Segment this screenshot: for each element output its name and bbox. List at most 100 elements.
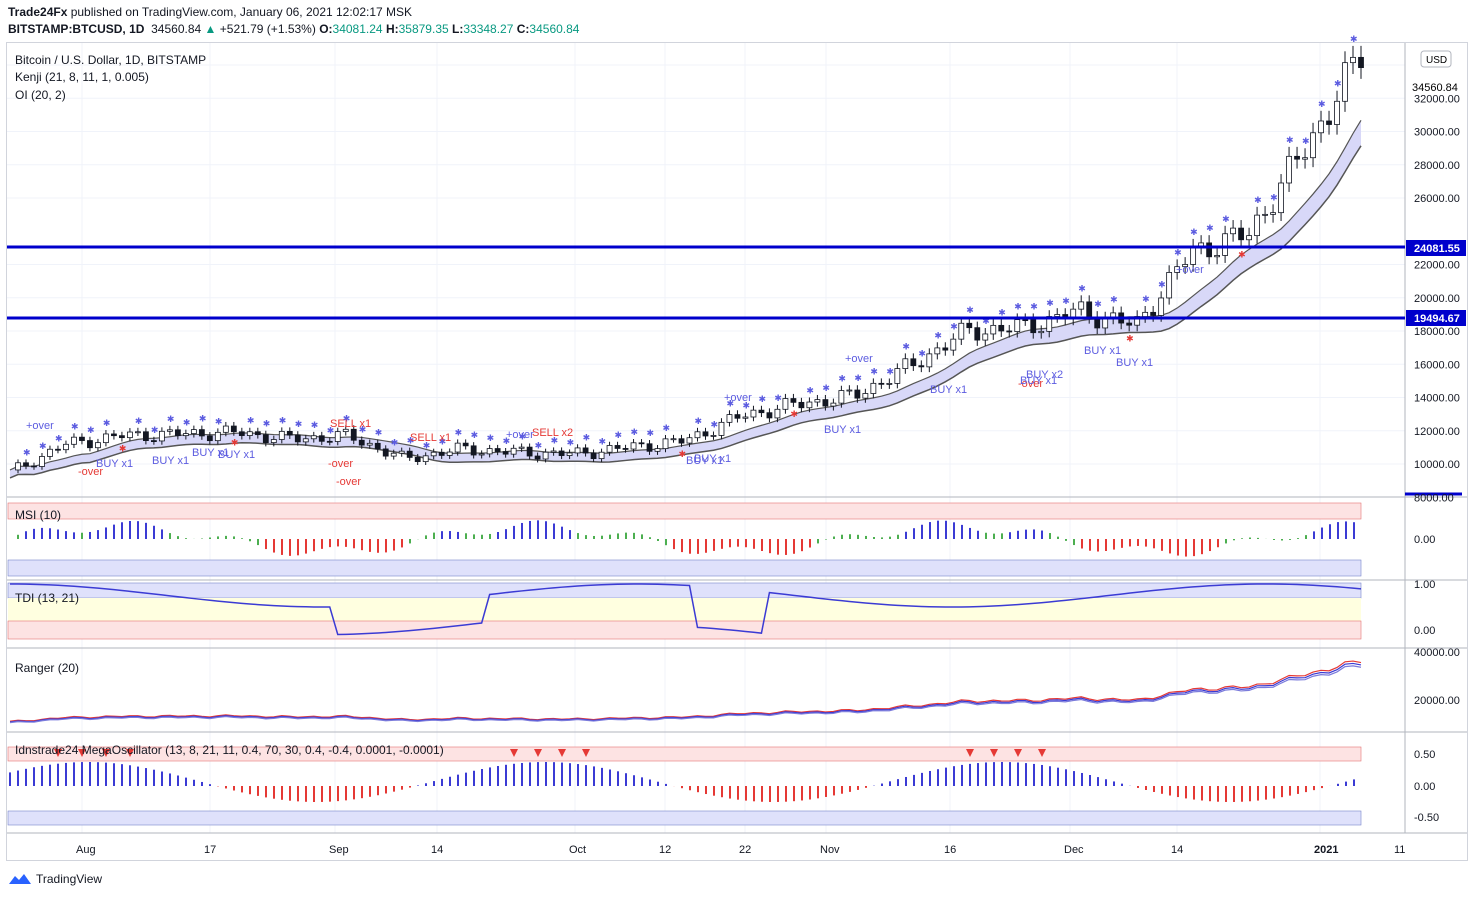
- last-price-badge: [1406, 79, 1462, 95]
- label-buy: BUY x1: [686, 455, 723, 467]
- candle-body: [366, 442, 373, 446]
- candle-body: [350, 428, 357, 441]
- signal-star-icon: ✱: [535, 441, 543, 451]
- candle-body: [766, 412, 773, 419]
- candle-body: [142, 431, 149, 441]
- legend-ranger[interactable]: Ranger (20): [15, 661, 80, 675]
- down-triangle-icon: [966, 749, 974, 757]
- candle-body: [182, 433, 189, 437]
- last-price-axis-label: 34560.84: [1412, 82, 1458, 94]
- candle-body: [135, 431, 141, 434]
- candles: [15, 45, 1364, 474]
- tdi-signal-line: [9, 583, 1362, 636]
- label-minus-over: -over: [1018, 378, 1043, 390]
- signal-star-icon: ✱: [1254, 195, 1262, 205]
- down-triangle-icon: [582, 749, 590, 757]
- ranger-line: [9, 660, 1362, 722]
- candle-body: [214, 431, 221, 442]
- candle-body: [190, 429, 197, 435]
- candle-body: [702, 431, 709, 437]
- kenji-band-fill: [10, 120, 1361, 478]
- candle-body: [342, 428, 349, 433]
- signal-star-icon: ✱: [263, 419, 271, 429]
- signal-star-icon: ✱: [599, 437, 607, 447]
- candle-body: [782, 398, 789, 410]
- candle-body: [790, 398, 797, 403]
- candle-body: [526, 446, 533, 457]
- candle-body: [166, 429, 173, 432]
- candle-body: [1246, 235, 1252, 241]
- candle-body: [462, 442, 469, 447]
- signal-star-icon: ✱: [615, 430, 623, 440]
- candle-body: [119, 435, 125, 439]
- candle-body: [87, 440, 93, 449]
- candle-body: [31, 465, 37, 468]
- price-tick-label: 18000.00: [1414, 326, 1460, 338]
- signal-star-icon: ✱: [567, 437, 575, 447]
- label-plus-over: +over: [1176, 264, 1204, 276]
- legend-msi[interactable]: MSI (10): [15, 508, 62, 522]
- price-tick-label: 26000.00: [1414, 193, 1460, 205]
- candle-body: [974, 327, 981, 341]
- candle-body: [1270, 212, 1276, 215]
- candle-body: [1358, 56, 1364, 69]
- label-buy: BUY x1: [930, 384, 967, 396]
- candle-body: [654, 448, 661, 452]
- signal-star-icon: ✱: [902, 341, 910, 351]
- signal-star-icon: ✱: [886, 366, 894, 376]
- candle-body: [910, 358, 917, 367]
- signal-star-icon: ✱: [1318, 99, 1326, 109]
- candle-body: [846, 389, 853, 392]
- candle-body: [1318, 120, 1324, 134]
- tradingview-brand: TradingView: [36, 872, 103, 886]
- candle-body: [806, 401, 813, 409]
- candle-body: [902, 358, 909, 369]
- signal-star-icon: ✱: [551, 435, 559, 445]
- candle-body: [982, 333, 989, 341]
- signal-star-icon: ✱: [343, 413, 351, 423]
- ohlc-header: BITSTAMP:BTCUSD, 1D 34560.84 ▲ +521.79 (…: [8, 22, 579, 36]
- candle-body: [406, 450, 413, 458]
- candle-body: [79, 436, 85, 441]
- tdi-mid-zone: [8, 598, 1361, 621]
- signal-star-icon: ✱: [1094, 299, 1102, 309]
- tradingview-footer[interactable]: TradingView: [8, 872, 102, 886]
- candle-body: [1286, 155, 1292, 184]
- label-plus-over: +over: [724, 392, 752, 404]
- candle-body: [398, 450, 405, 454]
- candle-body: [222, 425, 229, 433]
- publisher-name[interactable]: Trade24Fx: [8, 5, 68, 19]
- low-value: 33348.27: [463, 22, 514, 36]
- currency-label: USD: [1426, 55, 1447, 66]
- kenji-upper-line: [9, 119, 1362, 471]
- close-label: C:: [516, 22, 530, 36]
- label-buy: BUY x1: [824, 424, 861, 436]
- signal-star-icon: ✱: [806, 385, 814, 395]
- candle-body: [718, 421, 725, 436]
- label-buy: BUY x1: [96, 458, 133, 470]
- candle-body: [606, 445, 613, 453]
- price-tick-label: 30000.00: [1414, 127, 1460, 139]
- signal-star-icon: ✱: [119, 443, 127, 453]
- signal-star-icon: ✱: [631, 427, 639, 437]
- candle-body: [238, 431, 245, 436]
- legend-tdi[interactable]: TDI (13, 21): [15, 591, 80, 605]
- signal-star-icon: ✱: [183, 418, 191, 428]
- legend-oi[interactable]: OI (20, 2): [15, 88, 66, 102]
- legend-kenji[interactable]: Kenji (21, 8, 11, 1, 0.005): [15, 70, 149, 84]
- candle-body: [55, 448, 61, 451]
- candle-body: [1254, 214, 1260, 237]
- currency-badge[interactable]: [1420, 50, 1452, 68]
- candle-body: [878, 382, 885, 385]
- candle-body: [950, 338, 957, 351]
- price-tick-label: 8000.00: [1414, 492, 1454, 504]
- candle-body: [558, 450, 565, 456]
- level2-badge: [1406, 310, 1466, 326]
- signal-star-icon: ✱: [742, 401, 750, 411]
- signal-star-icon: ✱: [647, 428, 655, 438]
- candle-body: [1006, 330, 1013, 333]
- change-arrow-icon: ▲: [204, 22, 217, 36]
- legend-mega[interactable]: Idnstrade24 MegaOscillator (13, 8, 21, 1…: [15, 743, 444, 757]
- candle-body: [1142, 311, 1149, 317]
